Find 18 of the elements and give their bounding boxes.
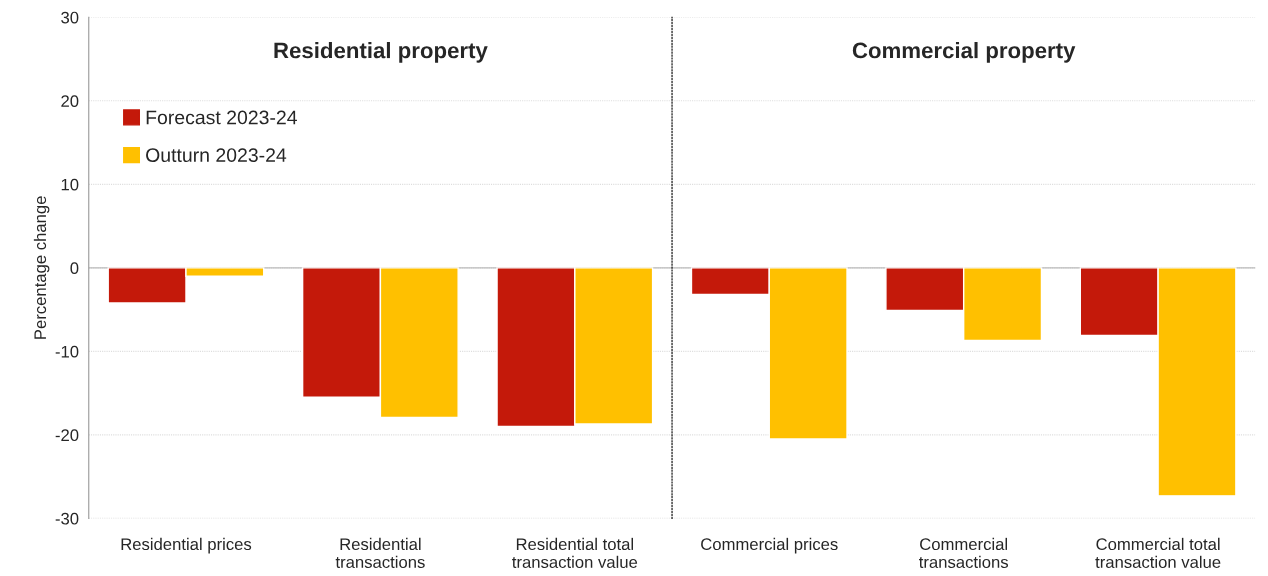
x-tick-label: Residential prices: [121, 537, 252, 554]
y-tick-label: -30: [55, 512, 79, 525]
y-axis-title: Percentage change: [33, 196, 50, 339]
x-tick-label: Commercial prices: [701, 537, 838, 554]
x-tick-label: Residential transactions: [335, 537, 425, 569]
x-tick-label: Commercial transactions: [919, 537, 1009, 569]
legend-label: Outturn 2023-24: [146, 148, 287, 163]
y-tick-label: 0: [70, 262, 79, 275]
y-tick-label: -10: [55, 345, 79, 358]
text: Residential property: [274, 42, 488, 63]
y-tick-label: 10: [61, 178, 79, 191]
text: Commercial property: [852, 42, 1076, 63]
y-tick-label: 20: [61, 95, 79, 107]
legend-label: Forecast 2023-24: [146, 110, 297, 125]
x-tick-label: Residential total transaction value: [512, 537, 638, 569]
y-tick-label: -20: [55, 429, 79, 442]
x-tick-label: Commercial total transaction value: [1095, 537, 1221, 569]
y-tick-label: 30: [61, 11, 79, 24]
